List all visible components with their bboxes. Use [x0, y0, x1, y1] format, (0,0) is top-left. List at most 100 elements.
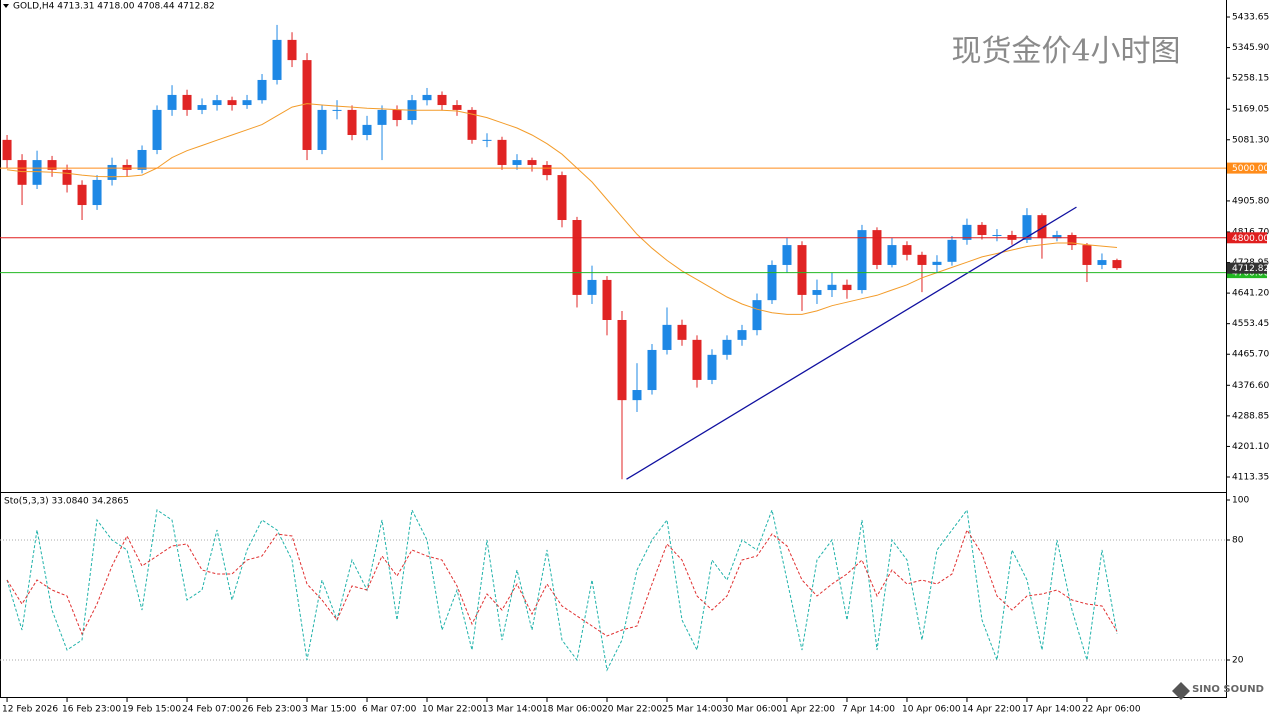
x-tick-label: 16 Feb 23:00 — [62, 705, 121, 715]
candle-body — [242, 100, 252, 106]
candle-body — [902, 245, 912, 255]
y-tick-label: 4641.20 — [1232, 289, 1269, 299]
y-tick-label: 4553.45 — [1232, 319, 1269, 329]
x-tick-label: 20 Mar 22:00 — [602, 705, 662, 715]
candle-body — [632, 390, 642, 401]
candle-body — [1082, 245, 1092, 265]
indicator-line — [6, 528, 1118, 637]
candle-body — [962, 224, 972, 240]
candle-body — [482, 139, 492, 141]
x-tick-label: 30 Mar 06:00 — [722, 705, 782, 715]
candle-body — [992, 234, 1002, 236]
candle-body — [812, 290, 822, 295]
candle-body — [62, 169, 72, 185]
candle-body — [842, 284, 852, 291]
candle-body — [617, 319, 627, 401]
candle-body — [452, 105, 462, 110]
x-tick-label: 18 Mar 06:00 — [542, 705, 602, 715]
watermark: 现货金价4小时图 — [951, 34, 1180, 69]
candle-body — [347, 109, 357, 136]
y-tick-label: 4201.10 — [1232, 442, 1269, 452]
candle-body — [767, 264, 777, 301]
candle-body — [92, 179, 102, 206]
x-tick-label: 6 Mar 07:00 — [362, 705, 417, 715]
candle-body — [467, 109, 477, 140]
symbol-marker — [3, 4, 9, 8]
x-tick-label: 24 Feb 07:00 — [182, 705, 241, 715]
candle-body — [302, 60, 312, 150]
candle-body — [797, 245, 807, 295]
candle-body — [1112, 260, 1122, 269]
candle-body — [887, 245, 897, 265]
price-tag — [1227, 162, 1267, 174]
candle-body — [722, 339, 732, 355]
y-tick-label: 4376.60 — [1232, 381, 1269, 391]
candle-body — [572, 220, 582, 295]
candle-body — [932, 261, 942, 265]
candle-body — [512, 160, 522, 165]
y-tick-label: 100 — [1232, 496, 1249, 506]
candle-body — [437, 94, 447, 106]
candle-body — [527, 160, 537, 165]
candle-body — [737, 330, 747, 340]
indicator-line — [6, 508, 1118, 672]
y-tick-label: 4905.80 — [1232, 196, 1269, 206]
candle-body — [122, 164, 132, 170]
candle-body — [317, 109, 327, 150]
candle-body — [332, 109, 342, 111]
candle-body — [197, 105, 207, 110]
candle-body — [1052, 234, 1062, 239]
logo-icon — [1172, 682, 1190, 700]
candle-body — [137, 149, 147, 170]
moving-average — [6, 103, 1118, 315]
candle-body — [872, 230, 882, 265]
x-tick-label: 14 Apr 22:00 — [962, 705, 1021, 715]
candle-body — [392, 109, 402, 121]
x-tick-label: 12 Feb 2026 — [2, 705, 58, 715]
candle-body — [287, 39, 297, 61]
price-tag — [1227, 232, 1267, 244]
candle-body — [77, 184, 87, 206]
candle-body — [947, 239, 957, 262]
price-tag-label: 4800.00 — [1232, 234, 1269, 244]
indicator-title: Sto(5,3,3) 33.0840 34.2865 — [4, 497, 129, 507]
price-tag — [1227, 262, 1267, 274]
candle-body — [257, 79, 267, 101]
y-tick-label: 5345.90 — [1232, 43, 1269, 53]
x-tick-label: 22 Apr 06:00 — [1082, 705, 1141, 715]
candle-body — [977, 224, 987, 235]
x-tick-label: 1 Apr 22:00 — [782, 705, 835, 715]
candle-body — [782, 245, 792, 265]
candle-body — [707, 354, 717, 380]
y-tick-label: 4288.85 — [1232, 411, 1269, 421]
candle-body — [557, 175, 567, 221]
x-tick-label: 10 Apr 06:00 — [902, 705, 961, 715]
candle-body — [827, 284, 837, 291]
y-tick-label: 20 — [1232, 656, 1244, 666]
candle-body — [272, 39, 282, 80]
candle-body — [227, 100, 237, 106]
y-tick-label: 80 — [1232, 536, 1244, 546]
candle-body — [32, 160, 42, 185]
candle-body — [1022, 215, 1032, 240]
x-tick-label: 17 Apr 14:00 — [1022, 705, 1081, 715]
x-tick-label: 19 Feb 15:00 — [122, 705, 181, 715]
y-tick-label: 5081.30 — [1232, 135, 1269, 145]
price-tag-label: 5000.00 — [1232, 164, 1269, 174]
candle-body — [47, 160, 57, 170]
candle-body — [107, 164, 117, 180]
y-tick-label: 5169.05 — [1232, 105, 1269, 115]
candle-body — [587, 279, 597, 295]
trend-line — [626, 206, 1077, 480]
candle-body — [917, 254, 927, 265]
candle-body — [182, 94, 192, 110]
y-tick-label: 5258.15 — [1232, 74, 1269, 84]
candle-body — [662, 324, 672, 350]
y-tick-label: 4465.70 — [1232, 350, 1269, 360]
candle-body — [167, 94, 177, 110]
logo-text: SINO SOUND — [1192, 684, 1264, 695]
y-tick-label: 4113.35 — [1232, 473, 1269, 483]
